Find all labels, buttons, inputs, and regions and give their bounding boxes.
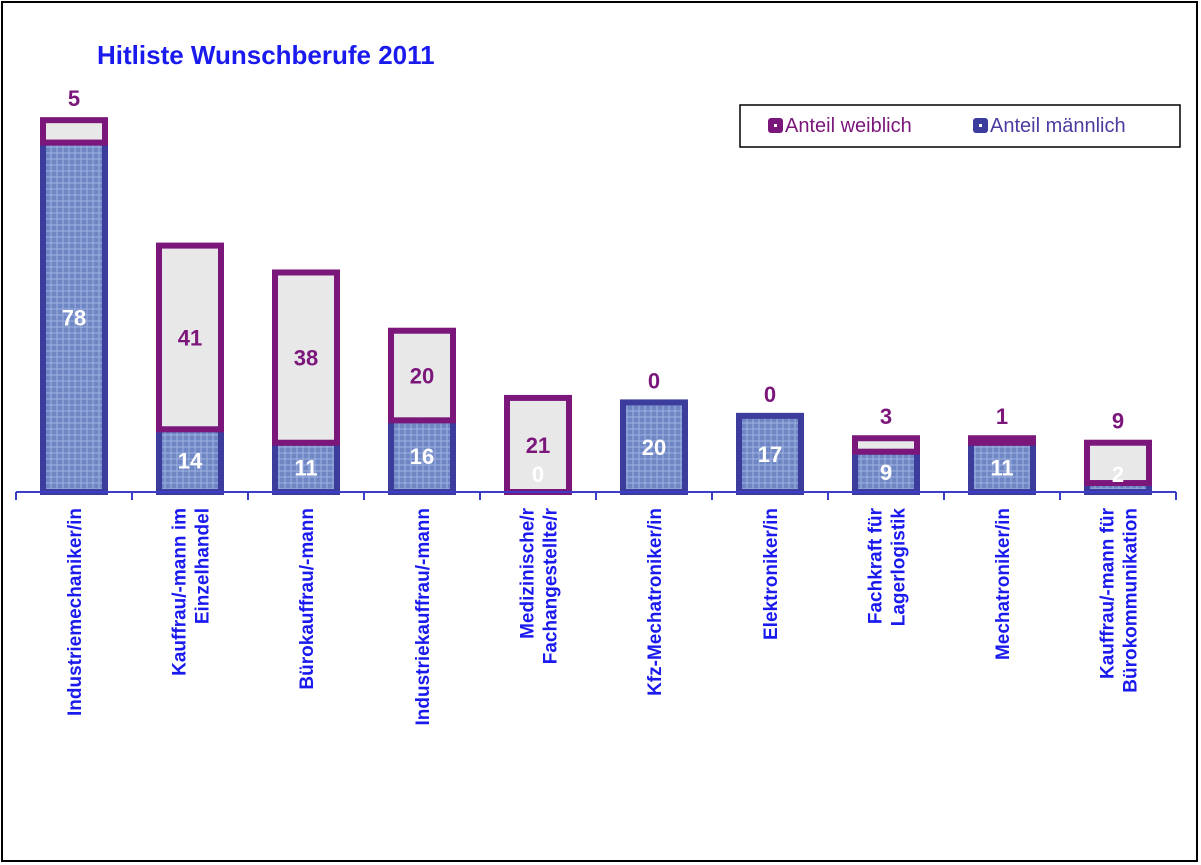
data-label: 2 (1112, 462, 1124, 487)
legend-swatch-dot (979, 124, 982, 127)
bar-segment (388, 327, 456, 424)
label-line: Kfz-Mechatroniker/in (645, 508, 666, 696)
bar-segment (852, 448, 920, 495)
data-label: 0 (532, 462, 544, 487)
bar-segment (620, 399, 688, 495)
bar-segment (156, 426, 224, 495)
legend-label: Anteil männlich (990, 115, 1126, 137)
label-line: Lagerlogistik (889, 508, 910, 627)
label-line: Fachangestellte/r (541, 507, 562, 664)
label-line: Industriemechaniker/in (65, 508, 86, 716)
x-tick-label: Mechatroniker/in (993, 508, 1014, 660)
label-line: Elektroniker/in (761, 508, 782, 640)
label-line: Bürokommunikation (1121, 508, 1142, 693)
data-label: 11 (294, 455, 317, 480)
data-label: 20 (642, 435, 666, 460)
label-line: Bürokauffrau/-mann (297, 508, 318, 690)
x-tick-label: Kauffrau/-mann im Einzelhandel (170, 508, 214, 676)
label-line: Fachkraft für (866, 507, 887, 624)
label-line: Industriekauffrau/-mann (413, 508, 434, 725)
data-label: 41 (178, 325, 202, 350)
bar-segment (1084, 439, 1152, 487)
data-label: 17 (758, 442, 782, 467)
bar-segment (40, 117, 108, 146)
x-tick-label: Elektroniker/in (761, 508, 782, 640)
x-tick-label: Industriekauffrau/-mann (413, 508, 434, 725)
bar-segment (156, 242, 224, 433)
data-label: 11 (990, 455, 1013, 480)
x-tick-label: Kfz-Mechatroniker/in (645, 508, 666, 696)
label-line: Medizinische/r (518, 507, 539, 639)
label-line: Mechatroniker/in (993, 508, 1014, 660)
legend-swatch-dot (774, 124, 777, 127)
x-tick-label: Industriemechaniker/in (65, 508, 86, 716)
data-label: 14 (178, 449, 203, 474)
data-label: 21 (526, 433, 550, 458)
data-label: 78 (62, 305, 86, 330)
x-tick-label: Medizinische/r Fachangestellte/r (518, 507, 562, 664)
data-label: 16 (410, 444, 434, 469)
data-label: 5 (68, 86, 80, 111)
data-label: 38 (294, 346, 318, 371)
label-line: Kauffrau/-mann im (170, 508, 191, 676)
data-label: 0 (764, 382, 776, 407)
label-line: Kauffrau/-mann für (1098, 507, 1119, 679)
data-label: 20 (410, 364, 434, 389)
legend-box (739, 104, 1181, 148)
chart-title: Hitliste Wunschberufe 2011 (97, 40, 435, 70)
data-label: 1 (996, 404, 1008, 429)
bar-segment (968, 435, 1036, 446)
x-tick-label: Bürokauffrau/-mann (297, 508, 318, 690)
bar-segment (272, 269, 340, 446)
legend-label: Anteil weiblich (785, 115, 912, 137)
x-tick-label: Fachkraft für Lagerlogistik (866, 507, 910, 626)
label-line: Einzelhandel (193, 508, 214, 624)
data-label: 3 (880, 404, 892, 429)
x-tick-label: Kauffrau/-mann für Bürokommunikation (1098, 507, 1142, 692)
data-label: 9 (1112, 409, 1124, 434)
bar-segment (852, 435, 920, 455)
data-label: 0 (648, 368, 660, 393)
data-label: 9 (880, 460, 892, 485)
bar-segment (736, 412, 804, 495)
